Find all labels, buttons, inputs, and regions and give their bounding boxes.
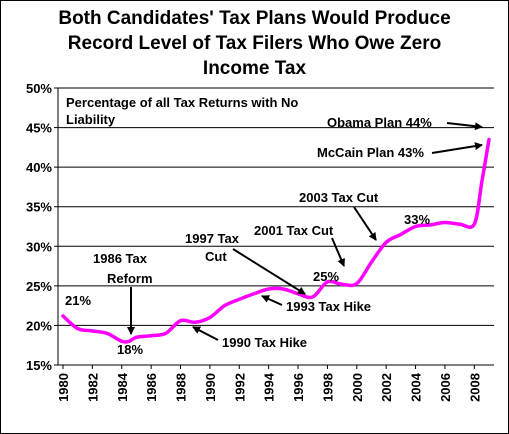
x-tick-label: 1986 — [144, 373, 159, 402]
series-layer — [61, 137, 491, 344]
x-tick-label: 1990 — [203, 373, 218, 402]
title-line-1: Both Candidates' Tax Plans Would Produce — [58, 8, 451, 29]
arrow-1997-tax-cut — [232, 248, 306, 295]
x-tick-label: 1984 — [115, 372, 130, 402]
annotation-2003-tax-cut: 2003 Tax Cut — [299, 190, 379, 205]
x-tick-label: 2004 — [409, 372, 424, 402]
arrow-1990-tax-hike — [192, 326, 219, 341]
annotation-25-percent: 25% — [313, 269, 339, 284]
series-line — [61, 137, 491, 344]
y-tick-label: 15% — [26, 358, 52, 373]
annotation-21-percent: 21% — [65, 293, 91, 308]
arrow-2003-tax-cut — [353, 206, 377, 241]
x-tick-label: 1996 — [291, 373, 306, 402]
annotation-mccain-plan: McCain Plan 43% — [317, 145, 424, 160]
x-tick-label: 1992 — [232, 373, 247, 402]
arrow-1993-tax-hike — [261, 295, 283, 306]
y-tick-label: 35% — [26, 200, 52, 215]
chart-title: Both Candidates' Tax Plans Would Produce… — [0, 6, 509, 81]
arrow-obama-plan — [446, 122, 483, 131]
x-axis-tick-labels: 1980 1982 1984 1986 1988 1990 1992 1994 1996 1998… — [56, 372, 482, 402]
x-tick-label: 2006 — [438, 373, 453, 402]
annotation-1990-tax-hike: 1990 Tax Hike — [222, 335, 307, 350]
x-tick-label: 1994 — [262, 372, 277, 402]
x-tick-label: 1988 — [174, 373, 189, 402]
x-tick-label: 1980 — [56, 373, 71, 402]
arrow-2001-tax-cut — [331, 237, 345, 267]
x-tick-label: 1982 — [85, 373, 100, 402]
y-tick-label: 30% — [26, 239, 52, 254]
arrow-mccain-plan — [431, 142, 483, 154]
annotation-1986-tax-line-1: 1986 Tax — [93, 251, 148, 266]
y-tick-label: 45% — [26, 121, 52, 136]
annotation-18-percent: 18% — [117, 342, 143, 357]
y-tick-label: 20% — [26, 318, 52, 333]
axes — [54, 87, 494, 369]
plot-subtitle-line-1: Percentage of all Tax Returns with No — [66, 95, 298, 110]
annotation-obama-plan: Obama Plan 44% — [327, 115, 432, 130]
x-tick-label: 2008 — [467, 373, 482, 402]
y-axis-tick-labels: 15% 20% 25% 30% 35% 40% 45% 50% — [26, 81, 52, 373]
plot-subtitle-line-2: Liability — [66, 112, 116, 127]
y-tick-label: 50% — [26, 81, 52, 96]
annotation-2001-tax-cut: 2001 Tax Cut — [254, 223, 334, 238]
x-tick-label: 1998 — [320, 373, 335, 402]
annotation-1997-tax-line-2: Cut — [205, 249, 227, 264]
annotation-1993-tax-hike: 1993 Tax Hike — [286, 299, 371, 314]
gridlines — [58, 87, 494, 326]
annotation-1997-tax-line-1: 1997 Tax — [185, 231, 240, 246]
title-line-3: Income Tax — [202, 58, 307, 79]
annotation-33-percent: 33% — [404, 212, 430, 227]
title-line-2: Record Level of Tax Filers Who Owe Zero — [67, 33, 442, 54]
x-tick-label: 2000 — [350, 373, 365, 402]
y-tick-label: 25% — [26, 279, 52, 294]
annotation-1986-tax-line-2: Reform — [107, 271, 153, 286]
x-tick-label: 2002 — [379, 373, 394, 402]
y-tick-label: 40% — [26, 160, 52, 175]
